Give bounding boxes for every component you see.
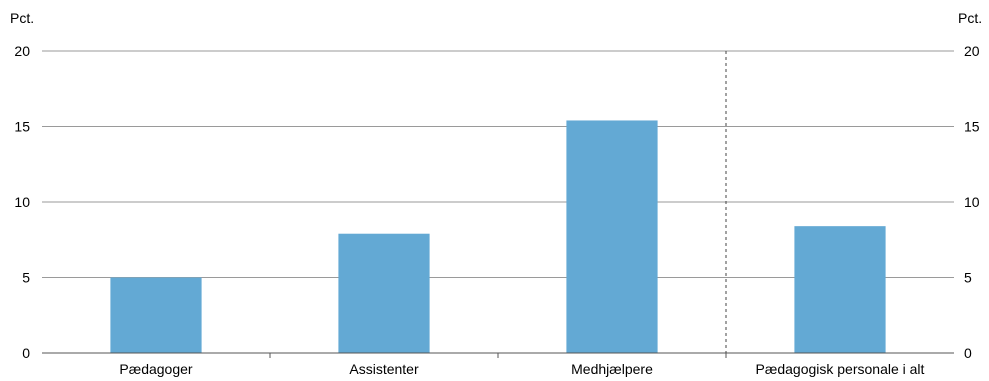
axes [42,51,954,358]
bar-2 [566,120,658,354]
y-tick-right-0: 0 [964,345,972,361]
bar-0 [110,277,202,353]
bars [110,120,886,354]
y-tick-right-10: 10 [964,194,980,210]
y-tick-right-15: 15 [964,119,980,135]
labels: Pct. Pct. 0 0 5 5 10 10 15 15 20 20 Pædagoger Assis… [10,10,982,377]
y-tick-right-20: 20 [964,43,980,59]
x-tick-label-3: Pædagogisk personale i alt [756,361,925,377]
y-tick-left-5: 5 [22,270,30,286]
x-tick-label-0: Pædagoger [119,361,193,377]
bar-1 [338,233,430,353]
x-tick-label-2: Medhjælpere [571,361,653,377]
y-tick-left-10: 10 [14,194,30,210]
y-tick-left-0: 0 [22,345,30,361]
bar-3 [794,226,886,353]
y-tick-right-5: 5 [964,270,972,286]
left-axis-unit: Pct. [10,10,34,26]
y-tick-left-20: 20 [14,43,30,59]
x-tick-label-1: Assistenter [349,361,419,377]
y-tick-left-15: 15 [14,119,30,135]
right-axis-unit: Pct. [958,10,982,26]
